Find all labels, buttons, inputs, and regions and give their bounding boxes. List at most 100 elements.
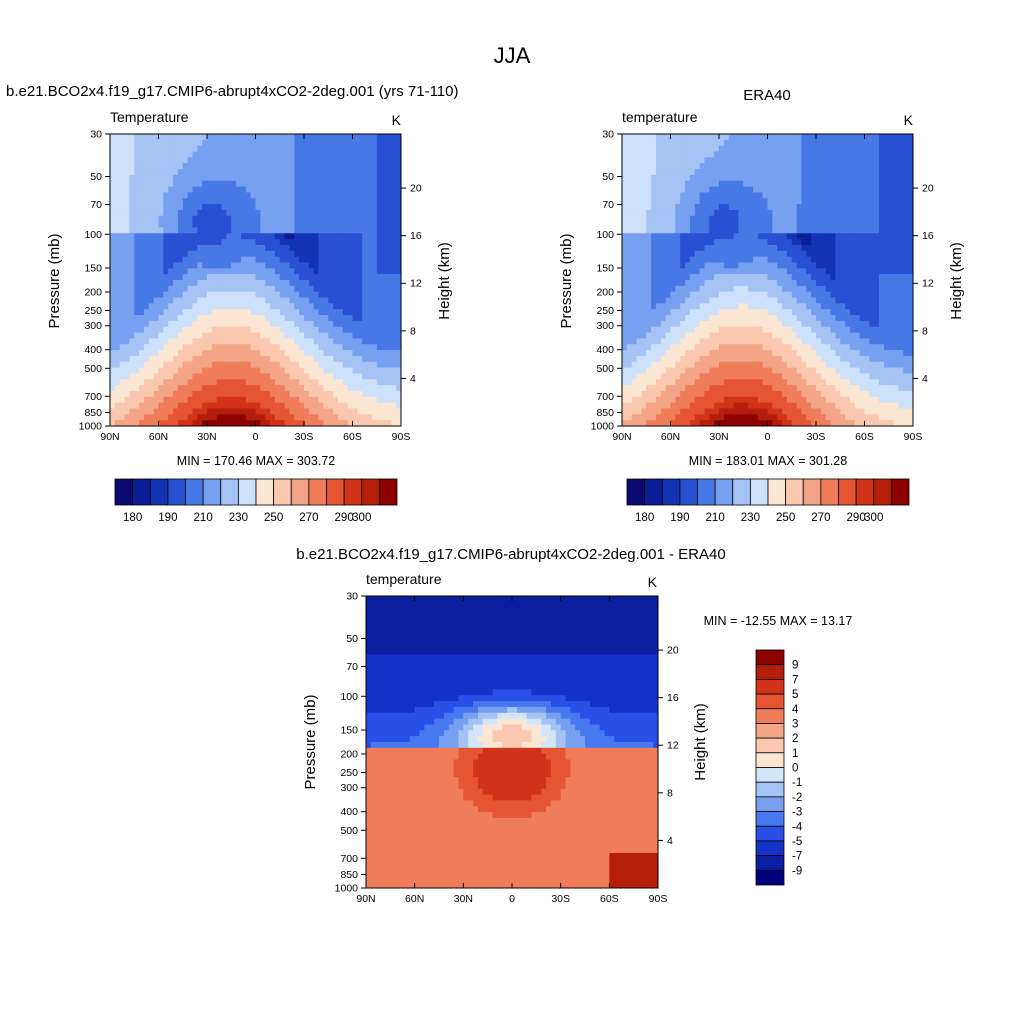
heatmap-cell: [665, 280, 671, 287]
heatmap-cell: [216, 163, 223, 170]
heatmap-cell: [299, 209, 305, 217]
heatmap-cell: [207, 186, 213, 193]
heatmap-cell: [279, 350, 286, 357]
heatmap-cell: [211, 367, 218, 374]
heatmap-cell: [704, 303, 710, 310]
heatmap-cell: [801, 151, 807, 158]
heatmap-cell: [811, 151, 817, 158]
heatmap-cell: [279, 361, 286, 369]
heatmap-cell: [376, 134, 383, 141]
heatmap-cell: [347, 361, 353, 369]
heatmap-cell: [260, 268, 266, 275]
heatmap-cell: [714, 262, 720, 269]
heatmap-cell: [728, 256, 735, 263]
heatmap-cell: [893, 215, 899, 223]
heatmap-cell: [719, 262, 725, 269]
heatmap-cell: [626, 315, 633, 322]
heatmap-cell: [849, 163, 856, 170]
heatmap-cell: [245, 233, 252, 240]
heatmap-cell: [304, 291, 310, 299]
heatmap-cell: [845, 280, 851, 287]
heatmap-cell: [752, 192, 759, 199]
heatmap-cell: [245, 285, 252, 293]
heatmap-cell: [207, 350, 213, 357]
heatmap-cell: [883, 192, 890, 199]
heatmap-cell: [665, 134, 671, 141]
heatmap-cell: [636, 280, 642, 287]
heatmap-cell: [207, 151, 213, 158]
heatmap-cell: [202, 180, 208, 188]
heatmap-cell: [714, 280, 720, 287]
heatmap-cell: [386, 332, 392, 339]
heatmap-cell: [791, 134, 798, 141]
heatmap-cell: [903, 163, 909, 170]
heatmap-cell: [250, 186, 256, 193]
heatmap-cell: [859, 315, 865, 322]
heatmap-cell: [908, 221, 914, 228]
heatmap-cell: [665, 244, 671, 252]
heatmap-cell: [202, 192, 208, 199]
heatmap-cell: [124, 239, 130, 246]
heatmap-cell: [143, 209, 150, 217]
heatmap-cell: [772, 285, 778, 293]
heatmap-cell: [898, 163, 904, 170]
heatmap-cell: [202, 408, 208, 415]
heatmap-cell: [163, 256, 169, 263]
heatmap-cell: [328, 326, 334, 334]
heatmap-cell: [748, 209, 754, 217]
heatmap-cell: [299, 373, 305, 380]
heatmap-cell: [202, 186, 208, 193]
heatmap-cell: [202, 315, 208, 322]
heatmap-cell: [187, 256, 193, 263]
heatmap-cell: [893, 268, 899, 275]
heatmap-cell: [226, 268, 232, 275]
heatmap-cell: [187, 233, 193, 240]
heatmap-cell: [124, 250, 130, 258]
heatmap-cell: [139, 169, 145, 176]
heatmap-cell: [173, 402, 179, 409]
heatmap-cell: [197, 280, 203, 287]
heatmap-cell: [723, 192, 730, 199]
heatmap-cell: [143, 268, 150, 275]
heatmap-cell: [381, 256, 387, 263]
heatmap-cell: [786, 244, 793, 252]
heatmap-cell: [202, 233, 208, 240]
heatmap-cell: [236, 134, 242, 141]
heatmap-cell: [646, 233, 652, 240]
heatmap-cell: [177, 209, 184, 217]
heatmap-cell: [143, 379, 150, 386]
heatmap-cell: [192, 174, 198, 182]
heatmap-cell: [337, 163, 344, 170]
heatmap-cell: [714, 268, 720, 275]
heatmap-cell: [898, 256, 904, 263]
ylabel-right-model: Height (km): [436, 242, 453, 320]
heatmap-cell: [284, 134, 290, 141]
heatmap-cell: [308, 274, 315, 281]
heatmap-cell: [898, 192, 904, 199]
heatmap-cell: [352, 280, 358, 287]
heatmap-cell: [854, 280, 861, 287]
heatmap-cell: [187, 379, 193, 386]
heatmap-cell: [631, 157, 638, 164]
heatmap-cell: [202, 385, 208, 392]
heatmap-cell: [694, 151, 701, 158]
heatmap-cell: [893, 163, 899, 170]
heatmap-cell: [752, 256, 759, 263]
heatmap-cell: [748, 169, 754, 176]
heatmap-cell: [119, 239, 126, 246]
heatmap-cell: [143, 215, 150, 223]
heatmap-cell: [714, 169, 720, 176]
heatmap-cell: [806, 244, 812, 252]
heatmap-cell: [893, 209, 899, 217]
heatmap-cell: [782, 204, 788, 211]
heatmap-cell: [816, 151, 822, 158]
heatmap-cell: [376, 332, 383, 339]
heatmap-cell: [119, 268, 126, 275]
heatmap-cell: [143, 274, 150, 281]
heatmap-cell: [357, 180, 363, 188]
heatmap-cell: [820, 233, 827, 240]
heatmap-cell: [226, 414, 232, 421]
heatmap-cell: [236, 320, 242, 328]
heatmap-cell: [685, 186, 691, 193]
heatmap-cell: [211, 169, 218, 176]
